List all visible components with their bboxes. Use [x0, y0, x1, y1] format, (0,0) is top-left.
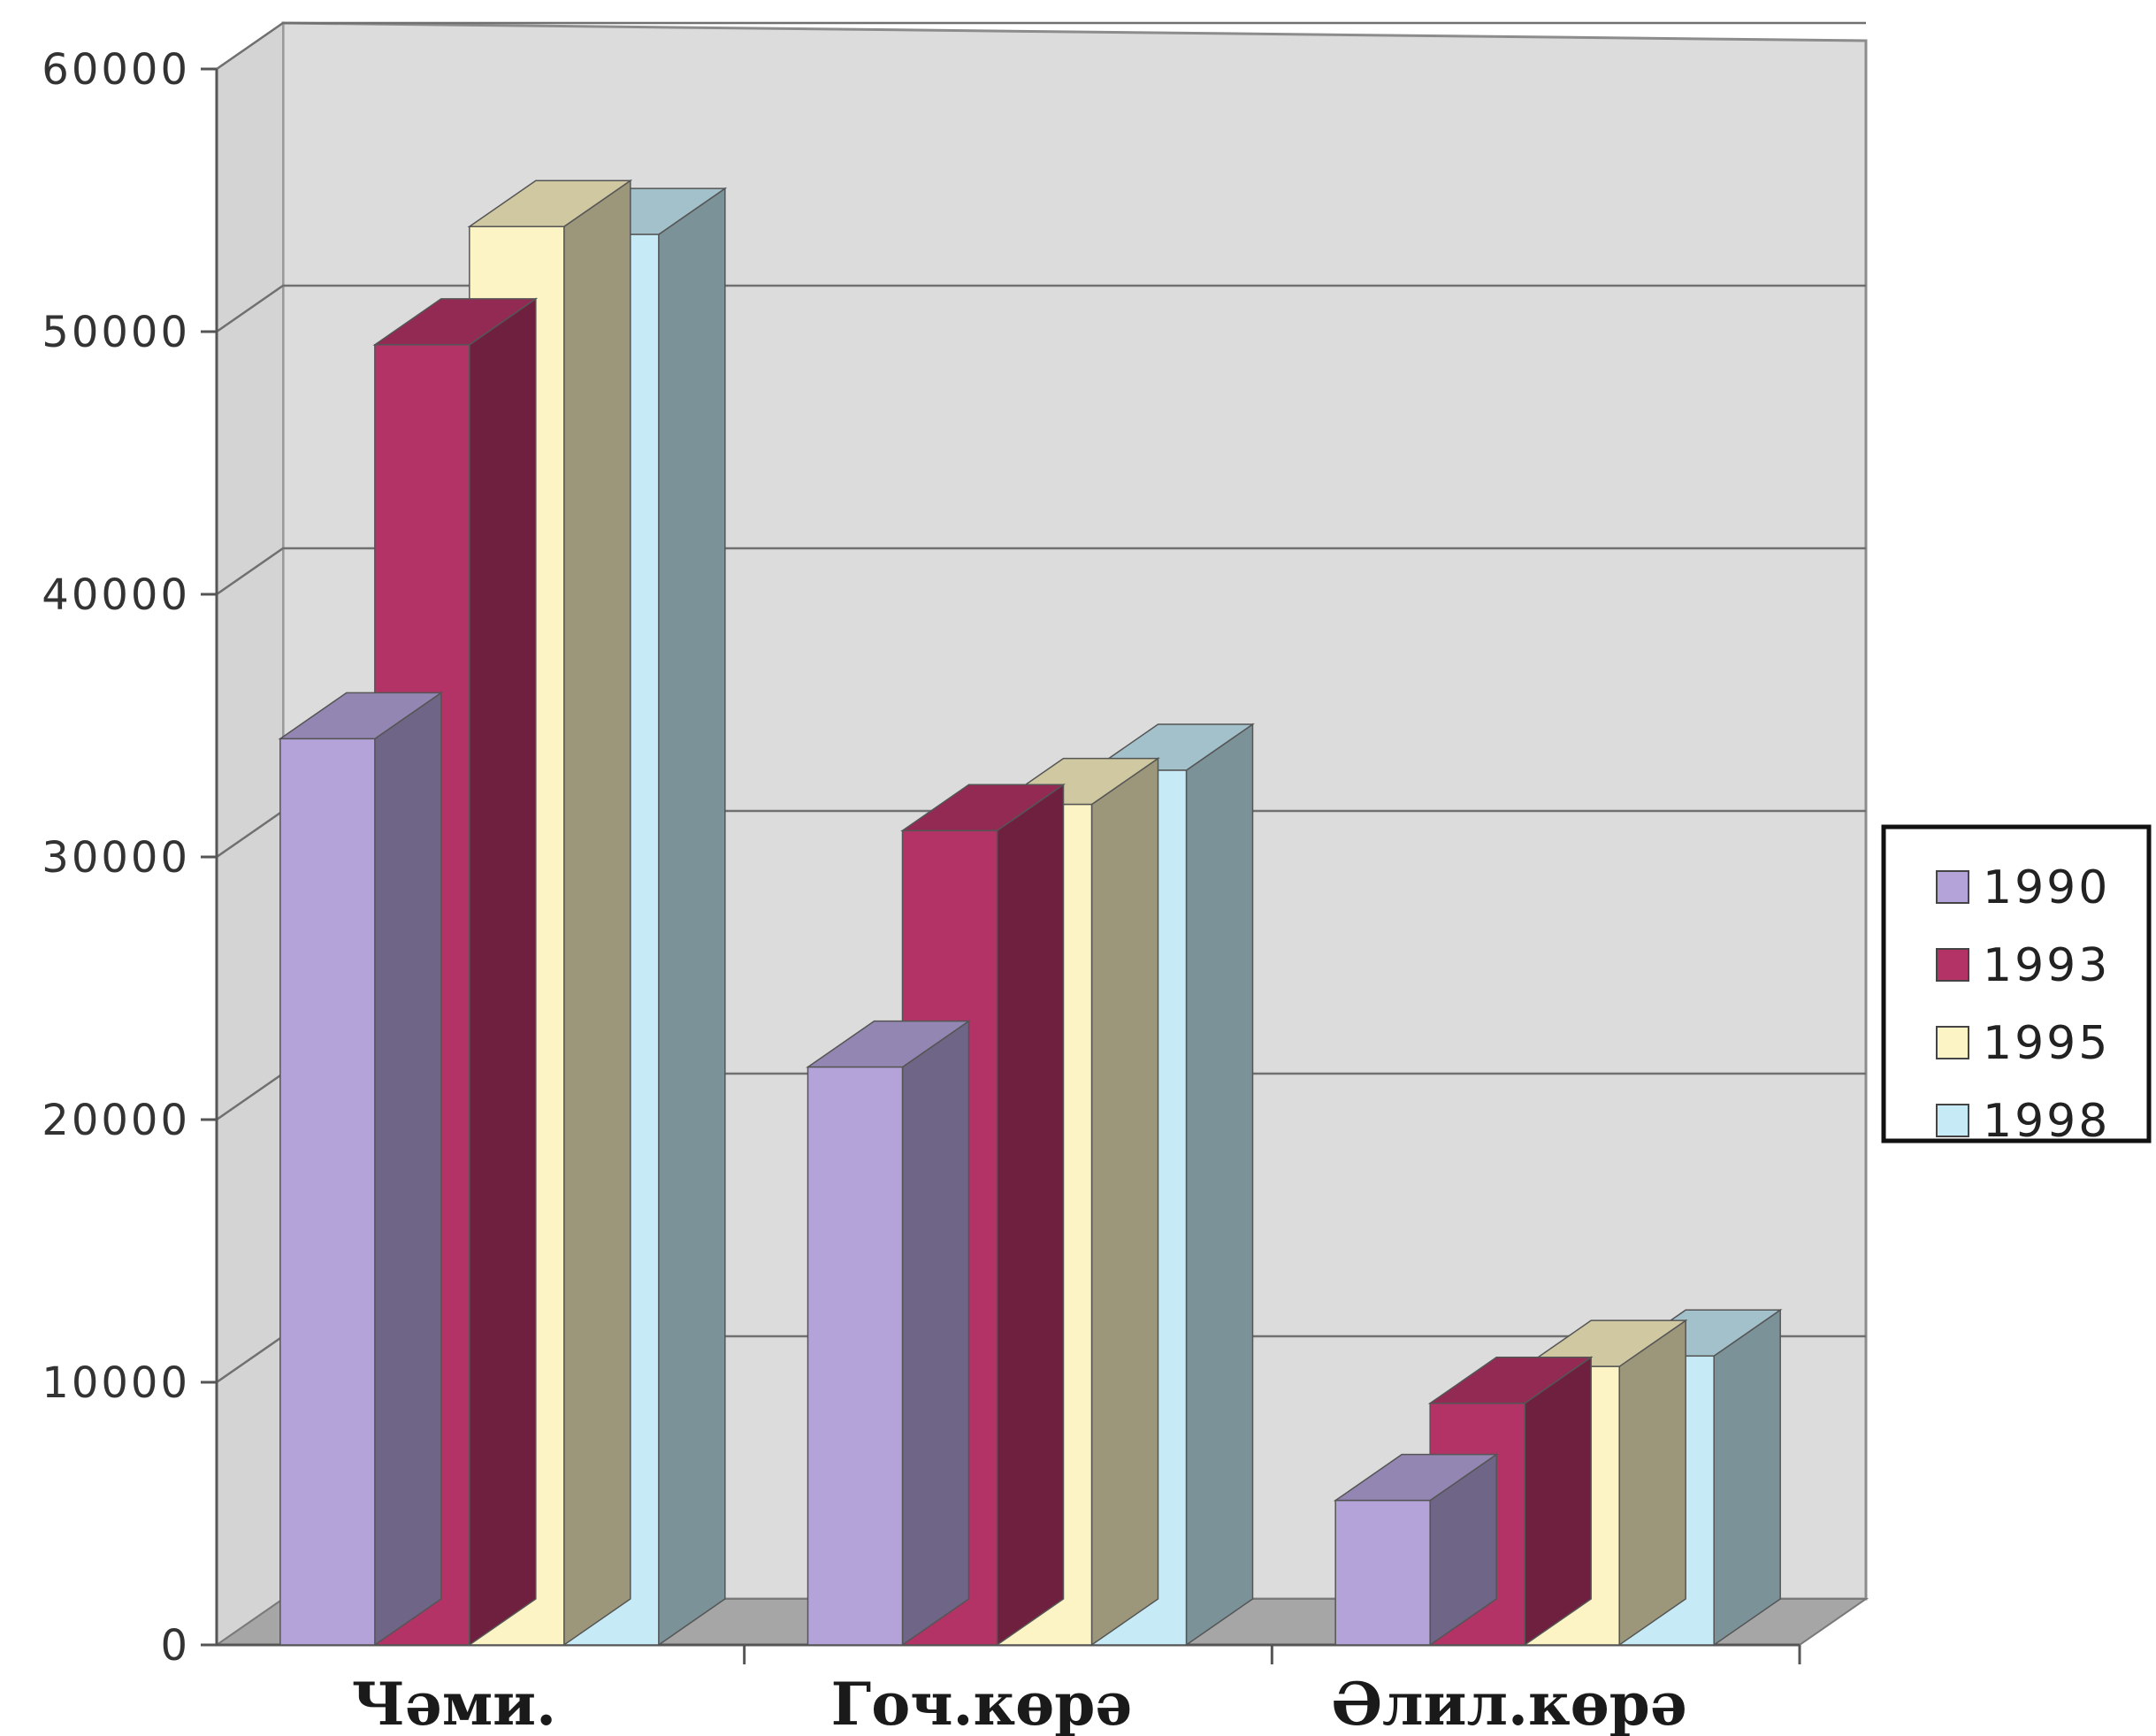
legend-swatch — [1936, 1104, 1969, 1137]
legend-label: 1998 — [1983, 1095, 2110, 1148]
legend-label: 1990 — [1983, 861, 2110, 914]
legend-swatch — [1936, 870, 1969, 904]
bar-side — [374, 691, 442, 1647]
category-label: Əлил.көрə — [1332, 1670, 1687, 1736]
bar-side — [1090, 757, 1159, 1647]
y-tick-label: 30000 — [42, 833, 190, 883]
gridline — [216, 547, 1866, 596]
bar — [807, 1066, 904, 1646]
legend-swatch — [1936, 948, 1969, 982]
category-labels: Чəми. Гоч.көрə Əлил.көрə — [352, 1670, 1687, 1736]
bar-side — [1713, 1308, 1781, 1647]
y-tick-label: 0 — [160, 1621, 190, 1671]
gridline — [216, 21, 1866, 71]
y-tick-labels: 0 10000 20000 30000 40000 50000 60000 — [42, 45, 190, 1671]
bar-side — [563, 179, 631, 1647]
bars — [278, 179, 1783, 1647]
bar-side — [658, 187, 726, 1647]
y-tick-label: 10000 — [42, 1358, 190, 1408]
gridline — [216, 284, 1866, 333]
category-label: Чəми. — [352, 1670, 557, 1736]
y-tick-label: 60000 — [42, 45, 190, 95]
y-tick-label: 40000 — [42, 570, 190, 620]
legend-label: 1995 — [1983, 1017, 2110, 1070]
y-tick-label: 20000 — [42, 1096, 190, 1145]
bar-side — [469, 297, 537, 1647]
legend-box — [1881, 824, 2152, 1143]
bar-side — [1524, 1356, 1592, 1647]
bar — [279, 738, 376, 1646]
legend-swatch — [1936, 1026, 1969, 1059]
legend: 1990 1993 1995 1998 — [1881, 824, 2152, 1148]
y-tick-label: 50000 — [42, 308, 190, 357]
bar-side — [996, 783, 1065, 1647]
category-label: Гоч.көрə — [831, 1670, 1133, 1736]
bar-side — [1185, 723, 1254, 1647]
bar-side — [1618, 1319, 1686, 1647]
bar-side — [901, 1020, 970, 1647]
bar — [1334, 1499, 1431, 1646]
legend-label: 1993 — [1983, 939, 2110, 992]
